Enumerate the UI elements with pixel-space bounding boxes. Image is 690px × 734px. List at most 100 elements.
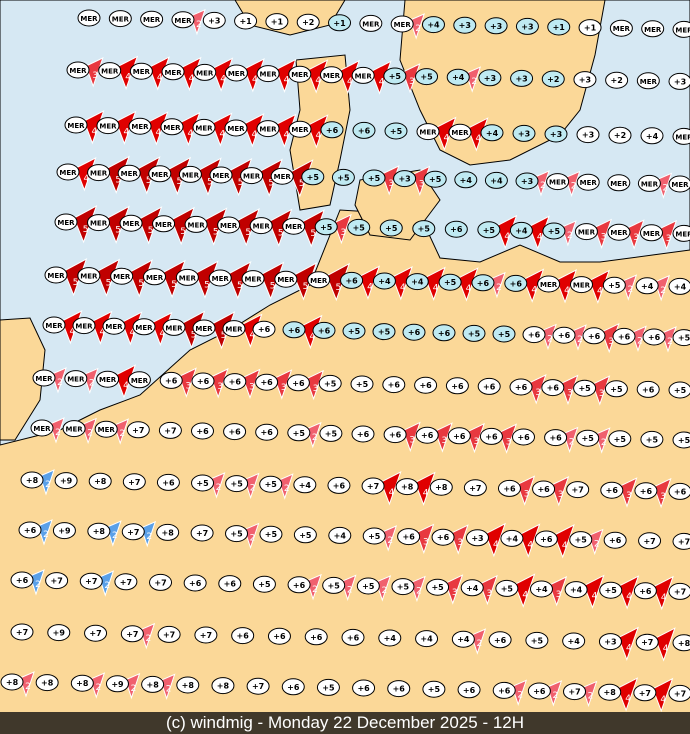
station[interactable]: 3 +5 [573,375,611,406]
station[interactable]: 3 +6 [532,476,570,507]
station[interactable]: 3 +6 [600,477,638,508]
station[interactable]: 2+5 [391,575,426,603]
station[interactable]: MER [127,371,151,389]
station[interactable]: +7 [149,573,173,591]
station[interactable]: +5 [293,526,317,544]
station[interactable]: +3 [668,72,690,90]
station[interactable]: 2+5 [322,574,357,601]
station[interactable]: +6 [304,628,328,646]
station[interactable]: +5 [331,168,355,186]
station[interactable]: +3 [512,124,536,142]
station[interactable]: 4 +6 [633,575,674,611]
station[interactable]: MER [609,19,633,37]
station[interactable]: +6 [488,631,512,649]
station[interactable]: 5 MER [152,206,195,246]
station[interactable]: 4 +5 [477,214,518,250]
station[interactable]: +6 [457,681,481,699]
station[interactable]: +7 [126,421,150,439]
station[interactable]: +5 [608,430,632,448]
station[interactable]: 5 MER [143,259,186,299]
station[interactable]: +3 [573,71,597,89]
station[interactable]: +3 [453,16,477,34]
station[interactable]: 5 MER [87,155,130,195]
station[interactable]: +3 [202,11,226,29]
station[interactable]: +9 [47,624,71,642]
station[interactable]: 2 +6 [471,271,506,299]
station[interactable]: +5 [492,325,516,343]
station[interactable]: 3 +5 [426,574,464,605]
station[interactable]: +2 [541,70,565,88]
station[interactable]: 3 +4 [529,576,568,607]
station[interactable]: +5 [525,631,549,649]
station[interactable]: 2 +6 [642,326,677,353]
station[interactable]: +7 [638,532,662,550]
station[interactable]: +5 [462,324,486,342]
station[interactable]: 2 +8 [70,672,106,699]
station[interactable]: +5 [319,424,343,442]
station[interactable]: +2 [605,71,629,89]
station[interactable]: 3 +6 [397,523,435,555]
station[interactable]: 2+7 [563,680,598,708]
station[interactable]: +7 [246,677,270,695]
station[interactable]: 5 MER [44,257,88,297]
station[interactable]: +6 [191,422,214,440]
station[interactable]: MER [108,10,132,28]
station[interactable]: 2+7 [79,570,115,597]
station[interactable]: 3 +6 [479,423,518,454]
station[interactable]: +7 [463,479,487,497]
station[interactable]: 3 +5 [314,213,352,245]
station[interactable]: +5 [379,219,403,237]
station[interactable]: 3 +6 [541,374,579,406]
station[interactable]: 2 +3 [515,170,550,197]
station[interactable]: 2+5 [225,472,260,500]
station[interactable]: +6 [444,220,468,238]
station[interactable]: +9 [52,522,76,540]
station[interactable]: 2 +6 [492,679,528,706]
station[interactable]: MER [77,9,101,27]
station[interactable]: 2+5 [287,421,322,449]
station[interactable]: +6 [156,473,180,491]
station[interactable]: +6 [636,380,660,398]
station[interactable]: 4 +4 [564,574,605,610]
station[interactable]: 2+5 [362,525,398,552]
station[interactable]: 2+5 [191,472,226,499]
station[interactable]: 4 +7 [361,470,402,506]
station[interactable]: 4 +6 [534,523,575,559]
station[interactable]: +3 [510,69,534,87]
station[interactable]: 4 +8 [598,677,639,712]
station[interactable]: +3 [484,17,508,35]
station[interactable]: 2+5 [356,575,392,602]
station[interactable]: 2 +8 [141,673,176,700]
station[interactable]: +2 [608,126,632,144]
station[interactable]: MER [576,173,600,191]
station[interactable]: 2+7 [120,622,156,650]
station[interactable]: 2+7 [668,581,690,605]
station[interactable]: +5 [252,575,276,593]
station[interactable]: 2 +6 [544,426,579,454]
station[interactable]: +6 [512,428,535,446]
station[interactable]: 4 +4 [500,523,541,558]
station[interactable]: +6 [402,323,426,341]
station[interactable]: 4 +7 [635,627,676,662]
station[interactable]: +8 [156,523,180,541]
station[interactable]: 2 +6 [287,573,322,601]
station[interactable]: +6 [445,377,469,395]
station[interactable]: 2+5 [672,328,690,352]
station[interactable]: 3 +6 [286,369,325,401]
station[interactable]: MER [607,174,631,192]
station[interactable]: +7 [84,624,108,642]
station[interactable]: 2 +6 [18,519,53,546]
station[interactable]: 4 +3 [598,626,639,662]
station[interactable]: +6 [231,627,255,645]
